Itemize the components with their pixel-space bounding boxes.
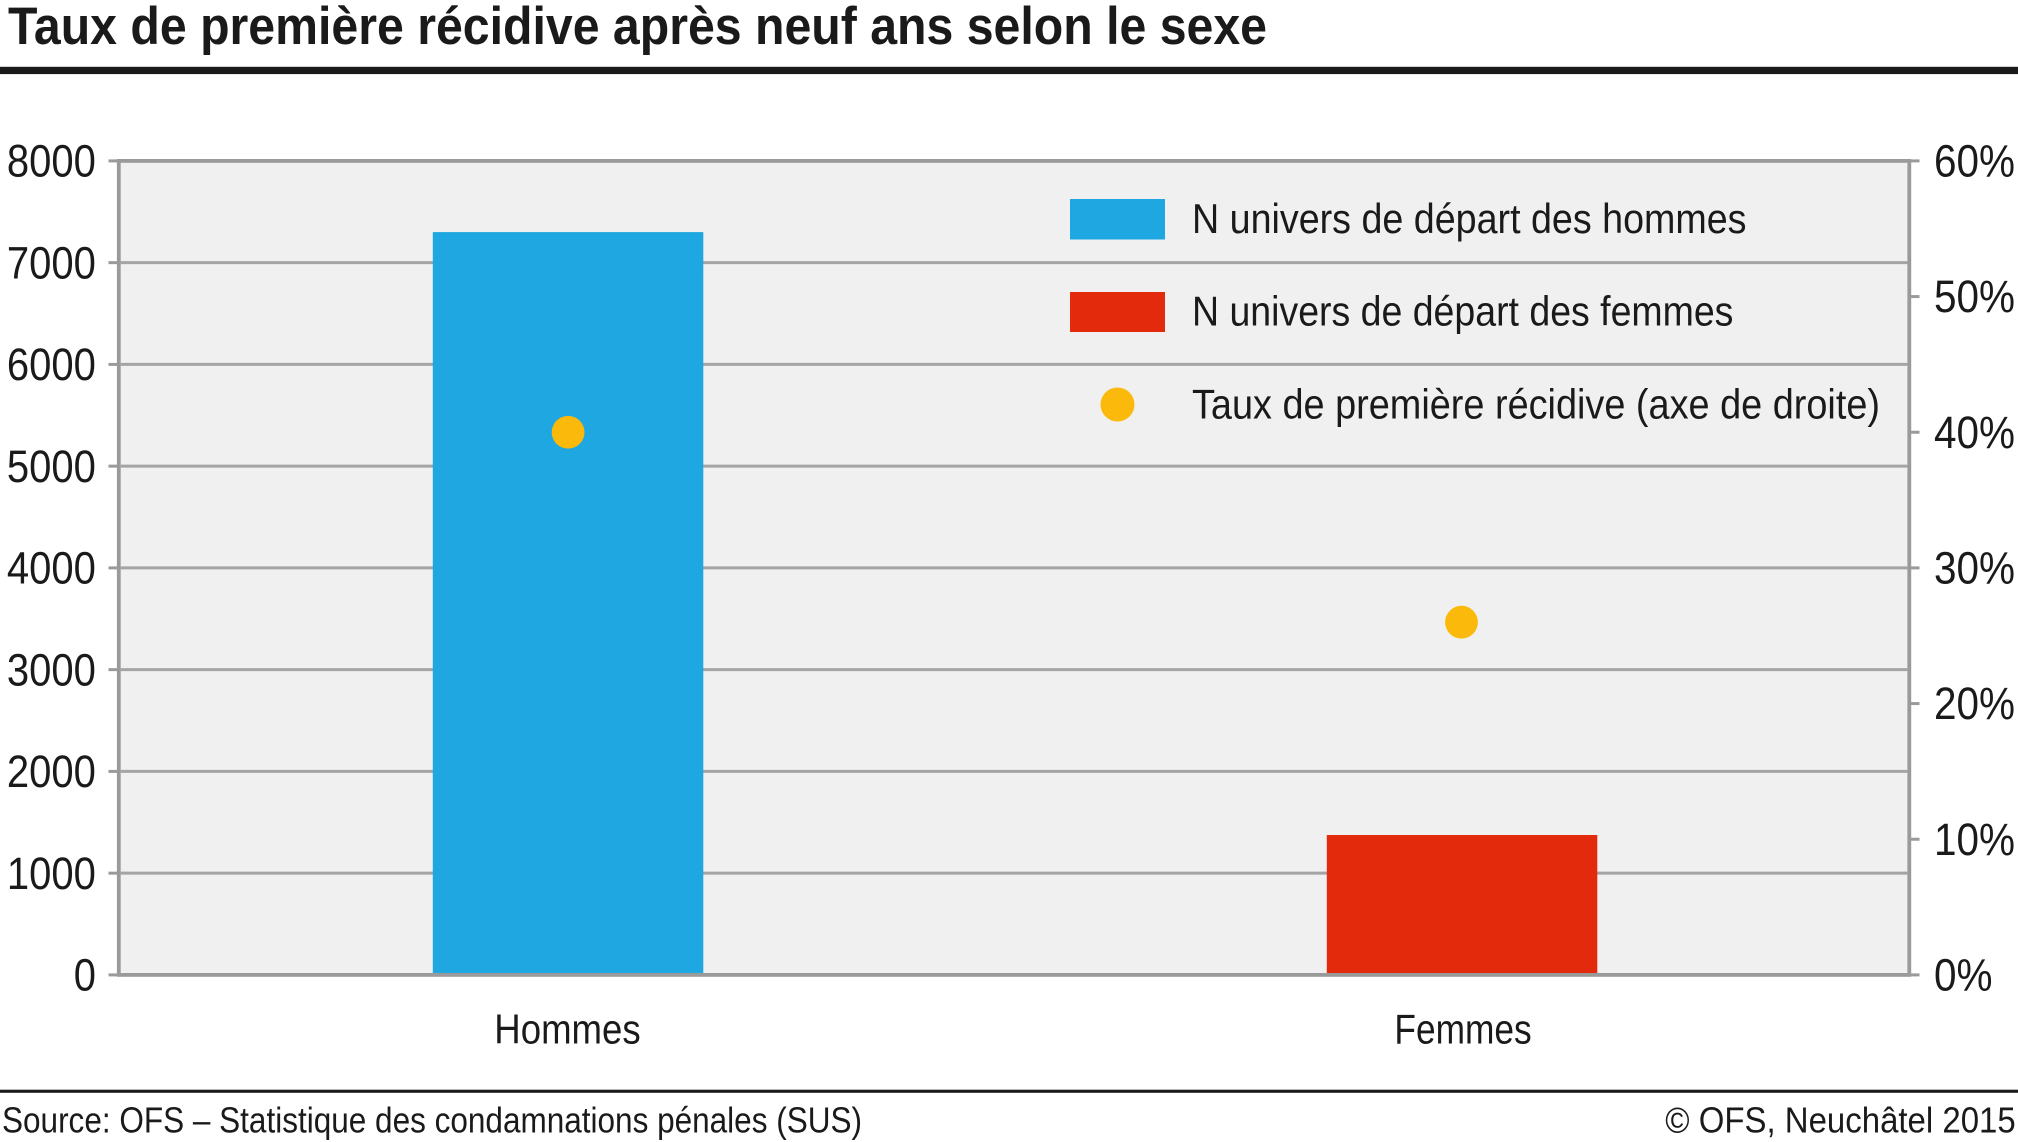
svg-text:40%: 40% [1934,407,2015,458]
svg-text:Taux de première récidive (axe: Taux de première récidive (axe de droite… [1192,381,1880,428]
svg-text:2000: 2000 [7,746,96,797]
svg-text:5000: 5000 [7,441,96,492]
svg-text:N univers de départ des femmes: N univers de départ des femmes [1192,288,1733,335]
svg-text:10%: 10% [1934,814,2015,865]
svg-text:Taux de première récidive aprè: Taux de première récidive après neuf ans… [8,0,1267,56]
svg-text:0: 0 [74,950,96,1001]
svg-text:7000: 7000 [7,237,96,288]
svg-text:© OFS, Neuchâtel 2015: © OFS, Neuchâtel 2015 [1665,1100,2015,1141]
svg-text:0%: 0% [1934,950,1993,1001]
svg-text:6000: 6000 [7,339,96,390]
svg-text:Femmes: Femmes [1394,1006,1531,1053]
svg-text:Source: OFS – Statistique des: Source: OFS – Statistique des condamnati… [2,1100,862,1141]
svg-text:N univers de départ des hommes: N univers de départ des hommes [1192,195,1747,242]
svg-text:1000: 1000 [7,848,96,899]
svg-text:20%: 20% [1934,678,2015,729]
svg-text:8000: 8000 [7,136,96,187]
svg-text:60%: 60% [1934,136,2015,187]
svg-text:Hommes: Hommes [494,1006,640,1053]
svg-text:3000: 3000 [7,644,96,695]
svg-text:4000: 4000 [7,543,96,594]
svg-text:50%: 50% [1934,271,2015,322]
svg-text:30%: 30% [1934,543,2015,594]
